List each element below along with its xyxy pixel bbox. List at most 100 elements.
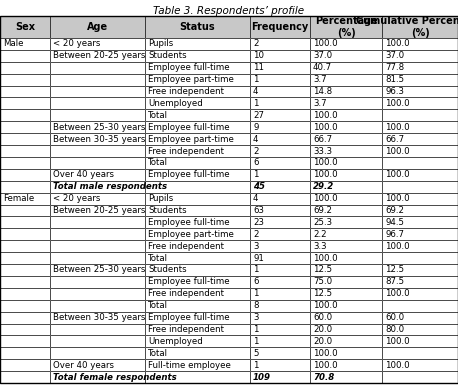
Bar [145, 323, 250, 335]
Bar [145, 252, 250, 264]
Bar [0, 359, 50, 371]
Bar [250, 264, 310, 276]
Bar [310, 86, 382, 98]
Bar [50, 86, 145, 98]
Bar [250, 335, 310, 347]
Bar [145, 62, 250, 74]
Bar [0, 16, 50, 38]
Bar [250, 300, 310, 312]
Bar [382, 133, 458, 145]
Bar [145, 312, 250, 323]
Bar [382, 335, 458, 347]
Bar [50, 264, 145, 276]
Bar [50, 109, 145, 121]
Bar [0, 240, 50, 252]
Bar [145, 133, 250, 145]
Bar [250, 359, 310, 371]
Bar [0, 371, 50, 383]
Text: Total: Total [148, 158, 168, 168]
Bar [50, 50, 145, 62]
Bar [382, 86, 458, 98]
Bar [310, 217, 382, 229]
Bar [0, 181, 50, 193]
Bar [50, 323, 145, 335]
Bar [50, 288, 145, 300]
Bar [145, 169, 250, 181]
Bar [145, 276, 250, 288]
Bar [382, 50, 458, 62]
Bar [50, 181, 145, 193]
Bar [50, 217, 145, 229]
Bar [382, 121, 458, 133]
Bar [50, 252, 145, 264]
Bar [310, 133, 382, 145]
Bar [0, 157, 50, 169]
Text: 1: 1 [253, 361, 258, 370]
Text: 70.8: 70.8 [313, 372, 334, 381]
Bar [382, 217, 458, 229]
Text: Male: Male [3, 39, 23, 49]
Bar [145, 335, 250, 347]
Bar [310, 50, 382, 62]
Bar [382, 193, 458, 205]
Text: Total: Total [148, 301, 168, 310]
Bar [145, 359, 250, 371]
Bar [250, 133, 310, 145]
Bar [145, 359, 250, 371]
Bar [382, 312, 458, 323]
Bar [0, 38, 50, 50]
Bar [382, 145, 458, 157]
Bar [250, 371, 310, 383]
Text: Students: Students [148, 206, 186, 215]
Bar [310, 347, 382, 359]
Text: Between 25-30 years: Between 25-30 years [53, 266, 145, 274]
Bar [0, 62, 50, 74]
Bar [50, 86, 145, 98]
Bar [310, 157, 382, 169]
Bar [50, 323, 145, 335]
Bar [0, 133, 50, 145]
Bar [310, 121, 382, 133]
Bar [250, 323, 310, 335]
Bar [310, 371, 382, 383]
Bar [382, 38, 458, 50]
Bar [310, 359, 382, 371]
Bar [382, 98, 458, 109]
Bar [250, 145, 310, 157]
Bar [50, 121, 145, 133]
Bar [0, 288, 50, 300]
Text: 10: 10 [253, 51, 264, 60]
Bar [382, 229, 458, 240]
Bar [250, 157, 310, 169]
Bar [0, 312, 50, 323]
Bar [50, 193, 145, 205]
Bar [0, 121, 50, 133]
Bar [50, 145, 145, 157]
Bar [145, 86, 250, 98]
Bar [250, 312, 310, 323]
Text: < 20 years: < 20 years [53, 39, 100, 49]
Bar [0, 276, 50, 288]
Bar [50, 157, 145, 169]
Bar [0, 347, 50, 359]
Bar [50, 347, 145, 359]
Bar [50, 16, 145, 38]
Bar [382, 288, 458, 300]
Text: 100.0: 100.0 [385, 123, 409, 132]
Bar [145, 74, 250, 86]
Bar [382, 62, 458, 74]
Bar [250, 109, 310, 121]
Bar [382, 264, 458, 276]
Bar [145, 145, 250, 157]
Text: 100.0: 100.0 [313, 361, 338, 370]
Bar [310, 50, 382, 62]
Bar [250, 229, 310, 240]
Bar [382, 240, 458, 252]
Text: 12.5: 12.5 [313, 289, 332, 298]
Bar [250, 288, 310, 300]
Bar [310, 300, 382, 312]
Bar [250, 181, 310, 193]
Bar [310, 240, 382, 252]
Bar [382, 74, 458, 86]
Text: 8: 8 [253, 301, 258, 310]
